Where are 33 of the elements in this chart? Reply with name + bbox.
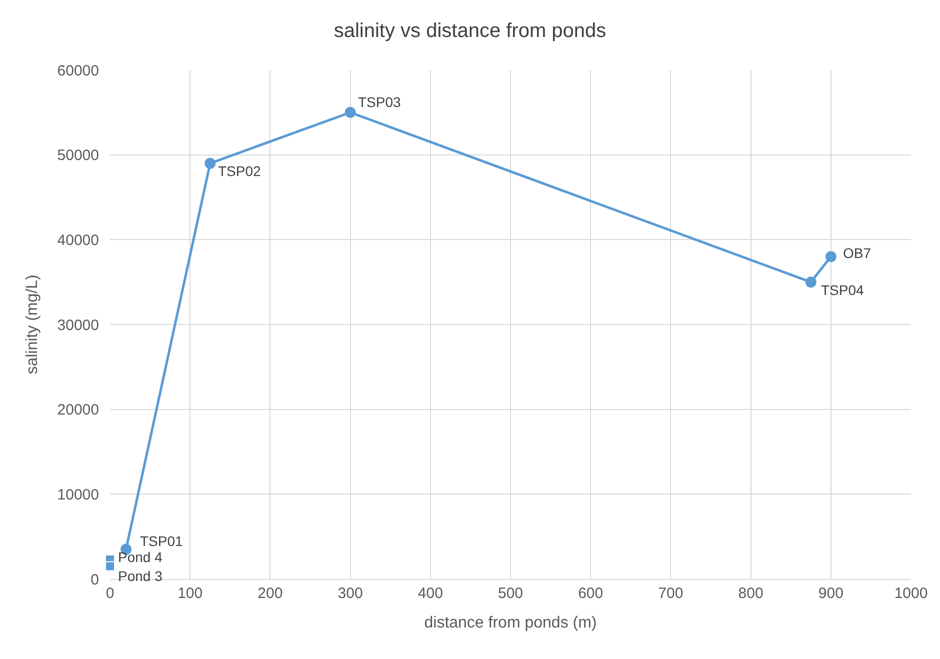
y-tick-label: 20000 xyxy=(57,402,99,419)
annotation: Pond 4 xyxy=(118,549,163,565)
y-tick-label: 30000 xyxy=(57,316,99,334)
x-tick-label: 700 xyxy=(658,585,684,602)
y-axis-title: salinity (mg/L) xyxy=(24,274,42,374)
point xyxy=(344,106,356,118)
x-axis-title: distance from ponds (m) xyxy=(424,614,597,632)
point xyxy=(105,561,115,572)
annotation: TSP04 xyxy=(821,282,864,298)
annotation: Pond 3 xyxy=(118,568,163,584)
x-tick-label: 400 xyxy=(418,585,443,602)
x-tick-label: 100 xyxy=(178,585,203,602)
y-tick-label: 40000 xyxy=(57,232,99,249)
chart-title: salinity vs distance from ponds xyxy=(334,20,606,42)
x-tick-label: 200 xyxy=(258,585,283,602)
annotation: OB7 xyxy=(843,245,872,261)
annotation: TSP02 xyxy=(218,163,262,179)
point xyxy=(805,276,816,288)
x-tick-label: 800 xyxy=(738,585,764,602)
annotation: TSP01 xyxy=(140,533,184,549)
x-tick-label: 500 xyxy=(498,585,524,602)
point xyxy=(204,158,216,169)
y-tick-label: 50000 xyxy=(57,147,99,164)
y-tick-label: 10000 xyxy=(57,486,99,504)
x-tick-label: 600 xyxy=(578,585,604,602)
x-tick-label: 300 xyxy=(338,585,363,602)
annotation: TSP03 xyxy=(358,94,402,110)
y-tick-label: 0 xyxy=(90,571,99,588)
x-tick-label: 1000 xyxy=(894,585,928,602)
x-tick-label: 900 xyxy=(818,585,844,602)
x-tick-label: 0 xyxy=(106,585,114,602)
y-tick-label: 60000 xyxy=(57,62,99,80)
point xyxy=(825,251,836,262)
